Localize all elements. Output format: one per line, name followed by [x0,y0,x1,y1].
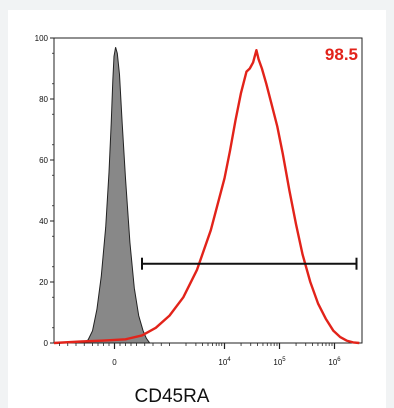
isotype-control-histogram [81,47,151,344]
x-tick-label: 106 [328,357,341,367]
x-axis-title: CD45RA [135,386,210,407]
y-tick-label: 20 [39,278,48,287]
y-tick-label: 100 [35,34,49,43]
histogram-panel: 0 20 40 60 80 100 0 104 105 106 98.5 CD45RA [8,10,386,408]
stained-sample-histogram [53,49,360,345]
x-tick-label: 0 [112,358,117,367]
x-tick-label: 104 [218,357,231,367]
y-axis: 0 20 40 60 80 100 [35,34,54,348]
y-tick-label: 40 [39,217,48,226]
series-layer [53,47,360,345]
cd45ra-histogram: 0 20 40 60 80 100 0 104 105 106 98.5 CD45RA [35,34,363,407]
gate-layer [141,257,358,270]
x-axis: 0 104 105 106 [59,343,341,367]
x-tick-label: 105 [273,357,286,367]
y-tick-label: 0 [44,339,49,348]
y-tick-label: 80 [39,95,48,104]
gate-percentage-label: 98.5 [325,45,358,64]
y-tick-label: 60 [39,156,48,165]
